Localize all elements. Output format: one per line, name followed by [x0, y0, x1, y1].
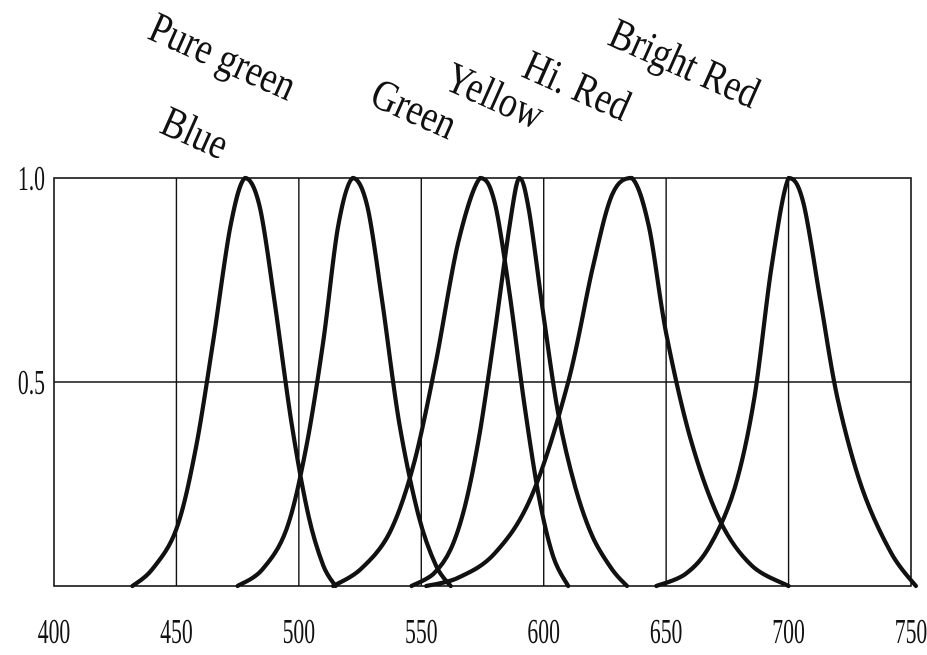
x-tick-label: 550: [405, 613, 438, 651]
x-tick-label: 650: [650, 613, 683, 651]
x-tick-label: 450: [160, 613, 193, 651]
series-line-yellow: [409, 175, 630, 589]
y-tick-label: 1.0: [18, 160, 45, 198]
series-label-pure-green: Pure green: [142, 2, 304, 110]
series-line-bright-red: [654, 175, 918, 589]
series-line-pure-green: [235, 175, 453, 589]
grid-layer: [53, 177, 912, 587]
series-line-hi-red: [424, 175, 791, 589]
x-tick-label: 600: [527, 613, 560, 651]
x-tick-label: 500: [283, 613, 316, 651]
x-tick-label: 400: [38, 613, 71, 651]
x-tick-label: 750: [895, 613, 927, 651]
x-tick-label: 700: [772, 613, 805, 651]
y-tick-label: 0.5: [18, 364, 45, 402]
curve-layer: [130, 175, 918, 589]
series-line-blue: [130, 175, 338, 589]
series-label-blue: Blue: [154, 96, 236, 169]
